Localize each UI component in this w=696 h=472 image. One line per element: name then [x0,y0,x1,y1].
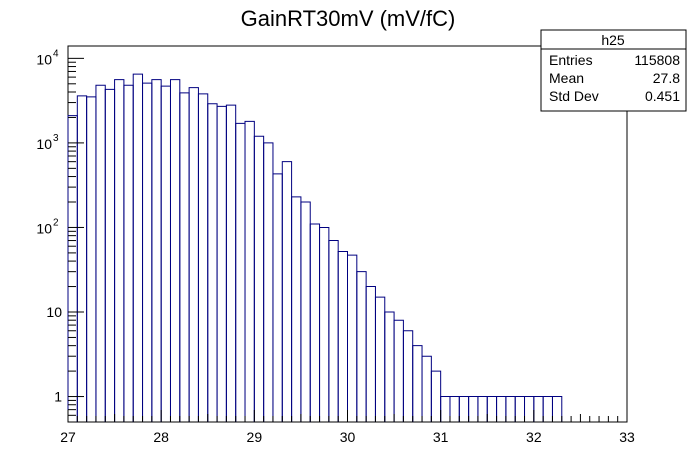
x-tick-label: 33 [619,429,635,445]
histogram-bin [514,396,526,422]
svg-text:2: 2 [53,217,59,228]
histogram-bin [356,271,367,422]
stats-mean-value: 27.8 [653,70,680,86]
x-tick-label: 28 [153,429,169,445]
histogram-bin [123,84,134,422]
x-tick-label: 30 [340,429,356,445]
histogram-bin [393,319,404,422]
histogram-bin [272,173,283,422]
stats-box-name: h25 [601,32,625,48]
x-tick-label: 27 [60,429,76,445]
histogram-bin [319,226,330,422]
histogram-bin [114,79,125,422]
histogram-bin [263,142,274,422]
histogram-bin [477,396,488,422]
histogram-bin [421,355,432,422]
histogram-bins [67,73,563,422]
histogram-bin [104,88,116,422]
histogram-bin [440,396,451,422]
histogram-bin [291,196,302,422]
stats-box: h25 Entries 115808 Mean 27.8 Std Dev 0.4… [540,29,687,112]
y-tick-label: 10 4 [36,48,59,67]
stats-stddev-label: Std Dev [549,88,599,104]
svg-text:10: 10 [36,136,52,152]
histogram-bin [542,396,553,422]
histogram-bin [95,84,106,422]
y-tick-label: 10 [46,304,62,320]
histogram-bin [197,93,209,422]
histogram-bin [253,135,265,422]
histogram-bin [309,223,321,422]
histogram-bin [207,103,218,422]
histogram-bin [486,396,498,422]
histogram-bin [524,396,535,422]
histogram-bin [151,79,162,422]
histogram-bin [216,105,227,422]
histogram-bin [235,122,246,422]
histogram-bin [347,254,358,422]
histogram-bin [430,370,442,422]
stats-entries-value: 115808 [634,52,680,68]
x-axis: 27 28 29 30 31 32 33 [60,410,635,445]
stats-mean-label: Mean [549,70,584,86]
histogram-bin [384,311,395,422]
histogram-bin [179,92,190,422]
histogram-bin [132,73,144,422]
histogram-bin [142,82,153,422]
y-tick-label: 10 3 [36,133,59,152]
histogram-bin [533,396,544,422]
stats-box-frame [540,29,687,112]
histogram-bin [160,85,171,422]
histogram-bin [244,120,255,422]
histogram-bin [281,161,293,422]
histogram-bin [365,286,376,422]
histogram-bin [402,330,414,422]
histogram-bin [458,396,470,422]
stats-stddev-value: 0.451 [645,88,680,104]
histogram-bin [188,87,199,422]
histogram-bin [468,396,479,422]
svg-text:3: 3 [53,133,59,144]
histogram-bin [76,95,88,422]
x-tick-label: 31 [433,429,449,445]
stats-entries-label: Entries [549,52,593,68]
histogram-bin [328,240,339,422]
y-tick-label: 10 2 [36,217,59,236]
svg-text:4: 4 [53,48,59,59]
histogram-bin [169,79,181,422]
histogram-bin [374,296,386,422]
svg-text:10: 10 [36,220,52,236]
x-tick-label: 29 [247,429,263,445]
histogram-bin [300,201,311,422]
chart-title: GainRT30mV (mV/fC) [241,6,456,31]
histogram-bin [86,96,97,422]
y-tick-label: 1 [54,389,62,405]
histogram-bin [449,396,460,422]
histogram-bin [337,250,348,422]
histogram-bin [496,396,507,422]
x-tick-label: 32 [526,429,542,445]
svg-text:10: 10 [36,51,52,67]
histogram-bin [505,396,516,422]
histogram-bin [225,104,237,422]
histogram-bin [551,396,563,422]
histogram-bin [412,345,423,422]
